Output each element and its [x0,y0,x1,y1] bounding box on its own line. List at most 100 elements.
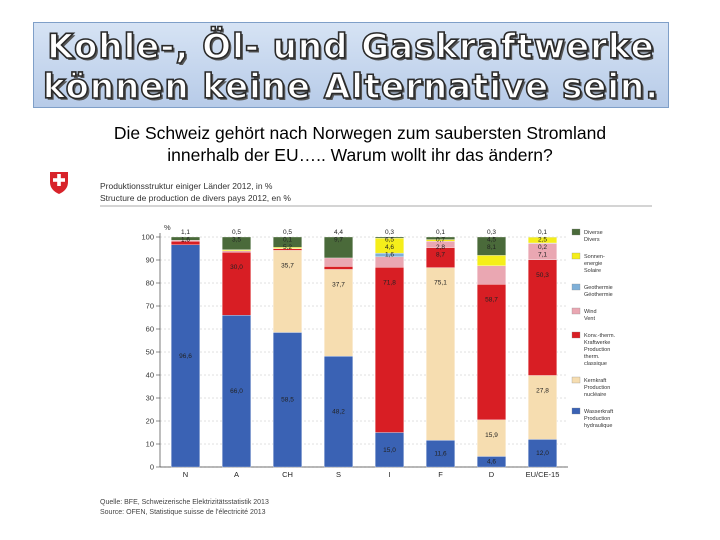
bar-segment-other [324,236,353,259]
top-data-label: 0,2 [538,244,547,251]
top-data-label: 2,5 [538,237,547,244]
data-label: 58,7 [485,296,498,303]
x-category-label: EU/CE-15 [526,470,560,479]
legend-swatch-hydro [571,407,581,415]
bar-segment-thermal [477,284,506,420]
y-tick-label: 70 [146,302,154,311]
top-data-label: 2,8 [436,244,445,251]
legend-label-geothermal: Geothermie [584,285,613,291]
top-data-label: 6,5 [385,237,394,244]
legend-label-thermal: classique [584,361,607,367]
bar-segment-hydro [426,440,455,468]
banner-title-line-2: können keine Alternative sein. [42,66,660,108]
top-data-label: 1,1 [181,229,190,236]
swiss-flag-icon [50,172,68,194]
top-data-label: 4,6 [385,244,394,251]
bar-segment-wind [324,257,353,267]
y-tick-label: 50 [146,348,154,357]
x-category-label: I [388,470,390,479]
bar-segment-hydro [528,439,557,468]
top-data-label: 4,4 [334,229,343,236]
stacked-bar-chart: Produktionsstruktur einiger Länder 2012,… [50,172,652,516]
bar-segment-hydro [375,432,404,468]
x-category-label: N [183,470,188,479]
legend-swatch-other [571,228,581,236]
y-tick-label: 40 [146,371,154,380]
legend-label-geothermal: Géothermie [584,292,613,298]
banner-title-line-1: Kohle-, Öl- und Gaskraftwerke [46,26,655,68]
top-data-label: 0,1 [436,229,445,236]
x-category-label: S [336,470,341,479]
legend-label-hydro: Production [584,416,610,422]
bar-segment-solar [222,249,251,251]
data-label: 12,0 [536,450,549,457]
top-data-label: 8,1 [487,244,496,251]
data-label: 15,0 [383,447,396,454]
bar-segment-other [222,236,251,250]
y-axis-unit: % [164,223,171,232]
bar-segment-nuclear [528,375,557,440]
legend-label-nuclear: nucléaire [584,392,606,398]
bar-segment-thermal [528,259,557,376]
data-label: 58,5 [281,397,294,404]
top-data-label: 1,6 [181,237,190,244]
legend-swatch-wind [571,307,581,315]
bar-layer: N A CH S I F D EU/CE-15 [171,236,560,479]
bar-segment-nuclear [426,267,455,441]
top-data-label: 0,5 [283,229,292,236]
data-label: 35,7 [281,262,294,269]
bar-segment-nuclear [324,269,353,357]
y-tick-label: 60 [146,325,154,334]
top-data-label: 3,5 [232,237,241,244]
source-line-2: Source: OFEN, Statistique suisse de l'él… [100,509,266,516]
legend-label-hydro: hydraulique [584,423,612,429]
top-data-label: 1,6 [385,252,394,259]
legend-label-solar: Solaire [584,268,601,274]
y-tick-label: 100 [141,233,154,242]
bar-segment-other [477,236,506,256]
bar-segment-nuclear [273,250,302,333]
chart-title: Produktionsstruktur einiger Länder 2012,… [100,181,273,191]
legend-label-thermal: Konv.-therm. [584,333,616,339]
bar-segment-other [426,236,455,240]
chart-subtitle: Structure de production de divers pays 2… [100,193,291,203]
data-label: 75,1 [434,280,447,287]
data-label: 66,0 [230,388,243,395]
data-label: 48,2 [332,409,345,416]
x-category-label: D [489,470,495,479]
legend-label-other: Divers [584,237,600,243]
bar-segment-hydro [273,332,302,468]
legend-label-wind: Wind [584,309,597,315]
slide-subtitle: Die Schweiz gehört nach Norwegen zum sau… [30,122,690,166]
legend-label-solar: energie [584,261,602,267]
top-data-label: 7,1 [538,252,547,259]
top-data-label: 0,1 [538,229,547,236]
y-tick-label: 20 [146,417,154,426]
bar-segment-wind [222,250,251,253]
top-data-label: 0,3 [487,229,496,236]
top-data-label: 5,2 [283,244,292,251]
bar-segment-other [273,236,302,248]
legend-label-thermal: Production [584,347,610,353]
y-tick-label: 80 [146,279,154,288]
data-label: 30,0 [230,264,243,271]
x-category-label: F [438,470,443,479]
top-data-label: 0,3 [385,229,394,236]
top-data-label: 4,5 [487,237,496,244]
legend-label-other: Diverse [584,230,603,236]
bar-segment-nuclear [477,419,506,457]
legend-label-thermal: Kraftwerke [584,340,610,346]
bar-segment-other [171,236,200,241]
subtitle-line-2: innerhalb der EU….. Warum wollt ihr das … [167,145,553,165]
top-data-label: 0,5 [232,229,241,236]
legend-label-nuclear: Kernkraft [584,378,607,384]
bar-segment-wind [477,265,506,285]
y-tick-label: 30 [146,394,154,403]
source-line-1: Quelle: BFE, Schweizerische Elektrizität… [100,499,269,506]
bar-segment-other [375,236,404,239]
top-data-label: 8,7 [436,252,445,259]
label-layer: 96,61,11,666,030,00,53,558,535,70,50,15,… [179,229,549,466]
chart-container: Produktionsstruktur einiger Länder 2012,… [40,172,670,522]
data-label: 96,6 [179,353,192,360]
